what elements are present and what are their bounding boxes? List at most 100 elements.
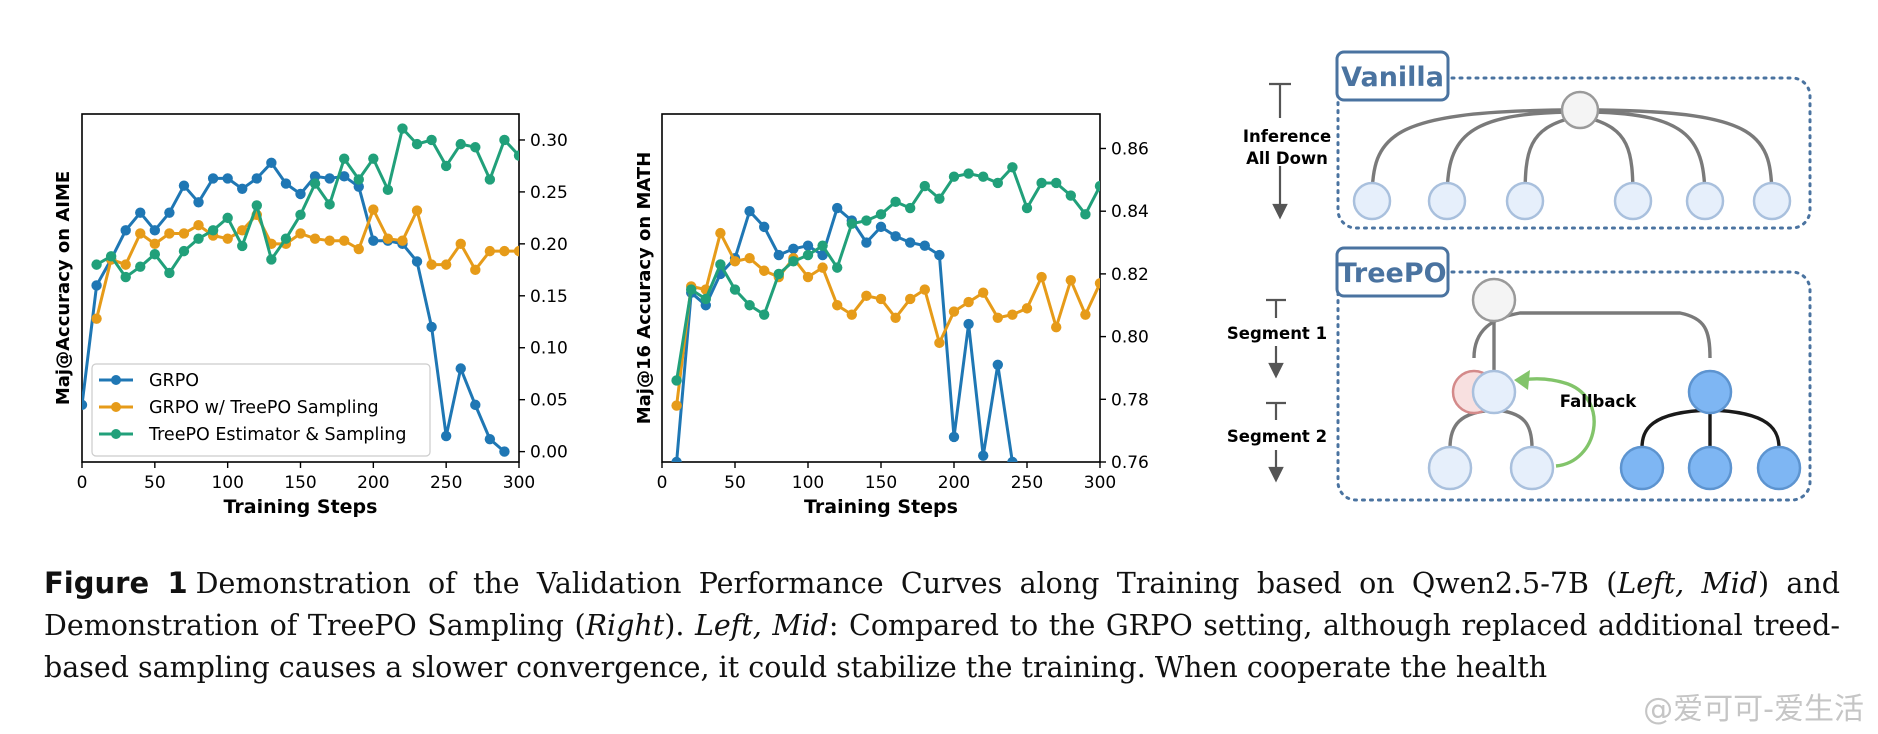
- data-point: [353, 243, 364, 255]
- aime-series-group: [82, 123, 519, 457]
- data-point: [193, 233, 204, 244]
- math-series-group: [671, 162, 1100, 462]
- data-point: [411, 256, 423, 267]
- series-line: [675, 165, 1100, 381]
- caption-emphasis: Right: [585, 609, 665, 642]
- data-point: [382, 184, 394, 196]
- caption-text: ) and Demonstration of TreePO Sampling (: [44, 567, 1840, 642]
- figure-caption: Figure 1 Demonstration of the Validation …: [44, 562, 1840, 689]
- data-point: [1007, 309, 1018, 320]
- series-1: [91, 204, 519, 324]
- x-tick-label: 300: [503, 473, 535, 493]
- data-point: [1065, 274, 1077, 286]
- data-point: [353, 181, 364, 192]
- data-point: [832, 202, 843, 214]
- data-point: [120, 271, 131, 283]
- data-point: [237, 225, 248, 236]
- data-point: [484, 245, 496, 257]
- data-point: [905, 293, 916, 305]
- y-tick-label: 0.84: [1111, 202, 1149, 222]
- legend-label-grpo: GRPO: [149, 371, 199, 391]
- data-point: [91, 259, 102, 270]
- data-point: [817, 262, 828, 273]
- aime-legend: GRPO GRPO w/ TreePO Sampling TreePO Esti…: [91, 363, 431, 457]
- y-tick-label: 0.30: [530, 131, 568, 151]
- data-point: [149, 225, 161, 236]
- data-point: [91, 313, 102, 324]
- treepo-leaf-nodes-dark: [1619, 445, 1802, 491]
- vanilla-leaf-node: [1752, 181, 1792, 221]
- data-point: [411, 205, 423, 216]
- data-point: [135, 228, 146, 239]
- data-point: [237, 183, 248, 194]
- data-point: [207, 225, 219, 236]
- treepo-leaf-node: [1509, 445, 1555, 491]
- data-point: [978, 287, 989, 298]
- treepo-root-node: [1471, 277, 1517, 323]
- data-point: [773, 268, 784, 280]
- series-2: [91, 123, 519, 283]
- data-point: [499, 245, 510, 257]
- vanilla-title: Vanilla: [1341, 62, 1444, 93]
- data-point: [295, 188, 306, 200]
- legend-marker-grpo-treepo: [111, 402, 121, 412]
- data-point: [817, 240, 828, 251]
- data-point: [368, 235, 379, 246]
- segment-1-label: Segment 1: [1227, 324, 1327, 343]
- data-point: [890, 231, 901, 242]
- data-point: [788, 243, 799, 255]
- data-point: [222, 173, 233, 184]
- y-tick-label: 0.15: [530, 287, 568, 307]
- series-line: [675, 231, 1100, 406]
- data-point: [411, 138, 423, 150]
- treepo-title: TreePO: [1338, 258, 1446, 289]
- data-point: [715, 227, 726, 239]
- x-tick-label: 100: [211, 473, 243, 493]
- vanilla-root-node: [1560, 90, 1600, 130]
- data-point: [178, 228, 190, 239]
- data-point: [905, 237, 916, 248]
- x-tick-label: 50: [144, 473, 166, 493]
- data-point: [455, 138, 466, 150]
- data-point: [82, 399, 88, 411]
- data-point: [440, 430, 452, 442]
- segment-2-arrow: [1266, 401, 1286, 483]
- aime-axis-ticks: 0 50 100 150 200 250 300 0.00 0.05 0.10 0.15 0.20 0.…: [77, 131, 568, 493]
- y-tick-label: 0.78: [1111, 390, 1149, 410]
- data-point: [193, 197, 204, 208]
- legend-marker-treepo-estimator: [111, 429, 121, 439]
- data-point: [368, 204, 379, 215]
- series-2: [671, 162, 1100, 386]
- data-point: [135, 261, 146, 272]
- data-point: [978, 171, 989, 182]
- data-point: [861, 290, 872, 302]
- data-point: [135, 207, 146, 218]
- data-point: [963, 318, 974, 330]
- data-point: [339, 153, 350, 164]
- data-point: [919, 180, 930, 192]
- data-point: [339, 171, 350, 182]
- data-point: [120, 259, 131, 270]
- data-point: [295, 228, 306, 239]
- data-point: [1051, 321, 1062, 333]
- aime-accuracy-chart: 0 50 100 150 200 250 300 0.00 0.05 0.10 0.15 0.20 0.…: [53, 113, 568, 518]
- vanilla-dotted-box: [1336, 76, 1812, 230]
- data-point: [1036, 271, 1047, 283]
- data-point: [237, 240, 248, 252]
- data-point: [513, 245, 519, 257]
- data-point: [992, 177, 1003, 189]
- x-tick-label: 200: [357, 473, 389, 493]
- data-point: [744, 300, 755, 311]
- data-point: [875, 221, 887, 233]
- data-point: [934, 337, 945, 349]
- y-tick-label: 0.20: [530, 235, 568, 255]
- fallback-label: Fallback: [1560, 392, 1637, 411]
- data-point: [149, 249, 161, 260]
- data-point: [484, 174, 496, 185]
- data-point: [222, 212, 233, 224]
- data-point: [1021, 202, 1033, 214]
- data-point: [1094, 180, 1100, 192]
- x-tick-label: 250: [430, 473, 462, 493]
- data-point: [91, 280, 102, 291]
